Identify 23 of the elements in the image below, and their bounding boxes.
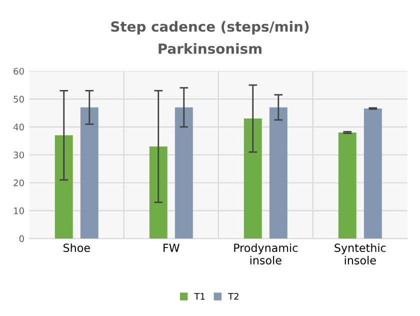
bar: [364, 108, 382, 239]
y-tick-label: 40: [13, 124, 24, 130]
legend-label: T2: [228, 292, 238, 300]
x-tick-label: Prodynamic insole: [234, 243, 298, 264]
bar: [244, 118, 262, 239]
y-tick-label: 60: [14, 68, 24, 75]
y-tick-label: 10: [14, 207, 24, 214]
y-tick-label: 0: [19, 235, 24, 242]
bar: [338, 132, 356, 239]
bar: [174, 107, 193, 239]
y-tick-label: 50: [14, 96, 24, 103]
x-tick-label: Shoe: [64, 243, 90, 252]
x-tick-label: Syntethic insole: [334, 243, 386, 264]
x-tick-label: FW: [164, 244, 180, 252]
bar: [149, 146, 168, 239]
y-tick-label: 20: [14, 179, 24, 186]
y-tick-label: 30: [14, 152, 24, 158]
bar: [80, 107, 98, 239]
bar: [269, 107, 288, 239]
chart-title: Step cadence (steps/min): [111, 21, 309, 34]
chart-subtitle: Parkinsonism: [158, 43, 262, 54]
bar: [54, 135, 73, 239]
legend-label: T1: [194, 293, 205, 300]
